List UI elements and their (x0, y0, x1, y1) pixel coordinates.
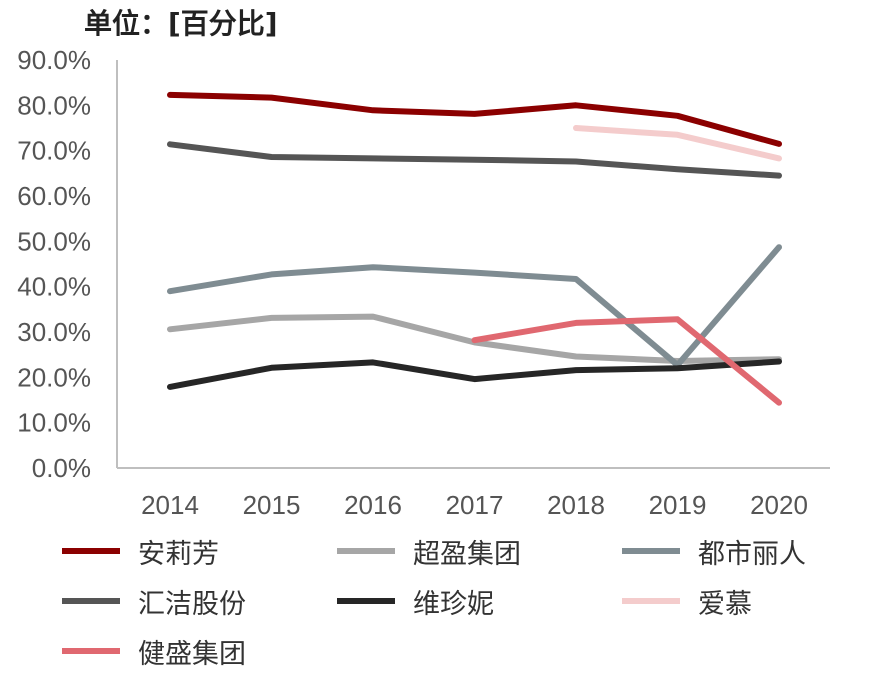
legend-swatch (62, 548, 120, 554)
series-line-2 (167, 244, 782, 369)
line-chart: 0.0% 10.0% 20.0% 30.0% 40.0% 50.0% 60.0% 70.0% 8… (17, 45, 830, 520)
series-line-4 (167, 358, 782, 390)
legend-item: 健盛集团 (62, 628, 246, 674)
legend-swatch (622, 598, 680, 604)
legend-item: 爱慕 (622, 578, 752, 624)
y-tick-label: 90.0% (17, 45, 91, 75)
legend-label: 安莉芳 (138, 538, 219, 570)
series-line-5 (573, 125, 782, 162)
y-tick-label: 0.0% (32, 453, 91, 483)
legend-item: 维珍妮 (337, 578, 494, 624)
y-tick-label: 50.0% (17, 226, 91, 256)
y-tick-label: 70.0% (17, 136, 91, 166)
legend-item: 都市丽人 (622, 528, 806, 574)
legend-swatch (62, 598, 120, 604)
x-tick-label: 2018 (547, 490, 605, 520)
series-lines (167, 91, 782, 406)
x-tick-label: 2016 (344, 490, 402, 520)
legend-swatch (622, 548, 680, 554)
series-line-6 (471, 316, 782, 406)
unit-label: 单位：[百分比] (84, 7, 278, 40)
legend-label: 都市丽人 (698, 538, 806, 570)
x-tick-label: 2015 (243, 490, 301, 520)
legend-label: 汇洁股份 (138, 588, 246, 620)
legend-label: 健盛集团 (138, 638, 246, 670)
legend-item: 超盈集团 (337, 528, 521, 574)
legend-item: 安莉芳 (62, 528, 219, 574)
y-tick-label: 10.0% (17, 408, 91, 438)
x-tick-label: 2020 (750, 490, 808, 520)
y-tick-label: 30.0% (17, 317, 91, 347)
series-line-0 (167, 91, 782, 147)
x-tick-labels: 2014 2015 2016 2017 2018 2019 2020 (141, 490, 808, 520)
y-tick-labels: 0.0% 10.0% 20.0% 30.0% 40.0% 50.0% 60.0% 70.0% 8… (17, 45, 91, 483)
legend-label: 爱慕 (698, 588, 752, 620)
legend-swatch (337, 598, 395, 604)
x-tick-label: 2014 (141, 490, 199, 520)
x-tick-label: 2017 (446, 490, 504, 520)
chart-axes (116, 60, 830, 469)
legend-label: 超盈集团 (413, 538, 521, 570)
legend: 安莉芳 超盈集团 都市丽人汇洁股份 维珍妮 爱慕健盛集团 (62, 528, 862, 678)
y-tick-label: 40.0% (17, 272, 91, 302)
legend-swatch (337, 548, 395, 554)
legend-item: 汇洁股份 (62, 578, 246, 624)
legend-swatch (62, 648, 120, 654)
y-tick-label: 20.0% (17, 362, 91, 392)
legend-label: 维珍妮 (413, 588, 494, 620)
y-tick-label: 80.0% (17, 90, 91, 120)
y-tick-label: 60.0% (17, 181, 91, 211)
series-line-3 (167, 141, 782, 179)
x-tick-label: 2019 (649, 490, 707, 520)
